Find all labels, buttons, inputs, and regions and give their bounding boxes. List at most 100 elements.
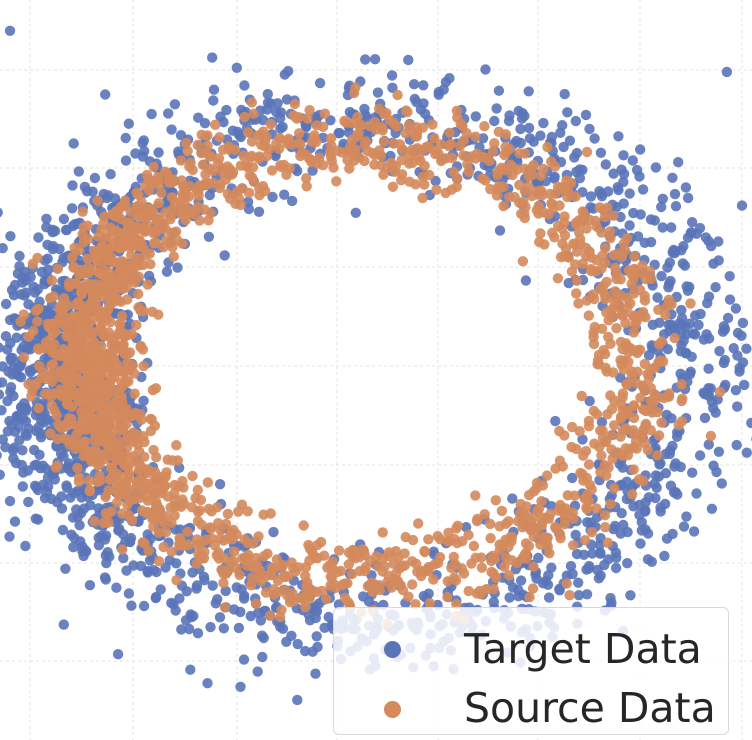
data-point	[108, 352, 120, 364]
data-point	[446, 152, 458, 164]
data-point	[14, 261, 25, 272]
data-point	[667, 440, 678, 452]
data-point	[476, 562, 488, 573]
data-point	[315, 536, 327, 548]
data-point	[284, 597, 296, 608]
data-point	[189, 209, 200, 220]
data-point	[78, 268, 89, 279]
data-point	[584, 214, 596, 226]
data-point	[321, 593, 332, 605]
data-point	[169, 99, 181, 110]
data-point	[166, 124, 177, 135]
data-point	[5, 231, 16, 242]
data-point	[570, 529, 581, 541]
data-point	[390, 161, 401, 172]
data-point	[46, 275, 58, 286]
data-point	[466, 151, 477, 162]
data-point	[652, 407, 663, 418]
data-point	[266, 569, 277, 581]
series-source-data	[15, 82, 726, 630]
data-point	[288, 110, 299, 121]
data-point	[685, 298, 696, 309]
data-point	[581, 295, 593, 306]
data-point	[635, 538, 646, 549]
data-point	[0, 389, 5, 400]
data-point	[235, 681, 246, 692]
data-point	[228, 556, 239, 567]
outlier-point	[736, 200, 748, 211]
data-point	[515, 137, 526, 149]
data-point	[480, 64, 491, 75]
data-point	[111, 497, 123, 508]
data-point	[653, 304, 664, 315]
data-point	[617, 388, 629, 399]
data-point	[390, 568, 402, 579]
data-point	[46, 344, 57, 355]
data-point	[670, 201, 682, 212]
data-point	[106, 506, 117, 517]
data-point	[369, 54, 381, 65]
data-point	[253, 153, 264, 164]
data-point	[214, 132, 225, 143]
data-point	[180, 137, 192, 149]
data-point	[562, 107, 573, 118]
data-point	[167, 241, 178, 253]
data-point	[128, 451, 139, 462]
data-point	[542, 541, 553, 552]
data-point	[80, 545, 91, 556]
data-point	[208, 84, 220, 95]
data-point	[577, 434, 588, 445]
data-point	[627, 155, 638, 166]
data-point	[392, 89, 403, 101]
data-point	[145, 259, 156, 270]
data-point	[407, 534, 419, 546]
data-point	[223, 533, 234, 544]
data-point	[554, 200, 565, 211]
outlier-point	[9, 426, 21, 437]
data-point	[32, 484, 44, 496]
data-point	[124, 347, 136, 358]
data-point	[131, 319, 142, 331]
data-point	[20, 287, 31, 298]
data-point	[746, 417, 752, 429]
data-point	[145, 204, 156, 215]
data-point	[123, 588, 135, 599]
data-point	[566, 266, 578, 277]
data-point	[0, 243, 8, 254]
data-point	[653, 430, 665, 441]
data-point	[596, 450, 607, 461]
data-point	[479, 509, 490, 520]
data-point	[192, 139, 203, 151]
data-point	[394, 139, 406, 150]
data-point	[732, 350, 743, 361]
data-point	[488, 596, 499, 608]
data-point	[462, 159, 473, 170]
data-point	[288, 562, 299, 574]
data-point	[129, 388, 140, 399]
data-point	[122, 442, 133, 453]
data-point	[122, 329, 134, 341]
data-point	[527, 583, 539, 594]
data-point	[0, 342, 4, 353]
data-point	[14, 435, 25, 446]
data-point	[500, 552, 512, 563]
data-point	[403, 591, 414, 602]
data-point	[201, 147, 212, 159]
data-point	[673, 318, 685, 329]
data-point	[509, 191, 520, 203]
data-point	[573, 577, 584, 588]
data-point	[6, 284, 18, 296]
data-point	[235, 606, 246, 618]
data-point	[546, 562, 557, 573]
data-point	[542, 579, 554, 590]
data-point	[487, 146, 499, 157]
data-point	[686, 351, 697, 362]
data-point	[104, 283, 115, 295]
data-point	[634, 171, 645, 182]
data-point	[625, 298, 636, 309]
data-point	[205, 523, 217, 534]
data-point	[67, 252, 78, 263]
data-point	[106, 333, 117, 344]
data-point	[571, 275, 582, 286]
data-point	[555, 251, 567, 263]
